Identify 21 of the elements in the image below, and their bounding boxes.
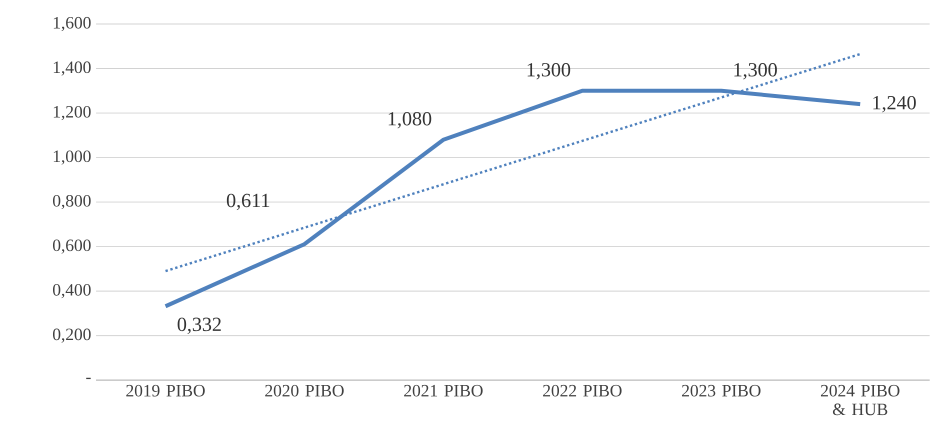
data-label: 1,080 bbox=[388, 112, 432, 128]
x-tick-label: 2023 PIBO bbox=[682, 384, 761, 396]
y-tick-label: 1,600 bbox=[54, 16, 91, 31]
y-tick-label: 0,400 bbox=[52, 284, 91, 298]
data-label: 1,300 bbox=[528, 62, 570, 80]
y-tick-label: 0,800 bbox=[52, 194, 91, 209]
data-label: 1,300 bbox=[734, 62, 777, 80]
y-tick-label: 1,200 bbox=[54, 106, 91, 120]
data-label: 0,611 bbox=[226, 193, 270, 210]
y-tick-label: - bbox=[86, 378, 91, 379]
y-tick-label: 0,600 bbox=[52, 239, 91, 254]
data-label: 1,240 bbox=[873, 96, 916, 112]
data-label: 0,332 bbox=[178, 317, 221, 334]
y-tick-label: 1,000 bbox=[54, 150, 91, 164]
x-tick-label: 2021 PIBO bbox=[404, 384, 483, 396]
x-tick-label: 2024 PIBO & HUB bbox=[820, 384, 900, 415]
x-tick-label: 2022 PIBO bbox=[543, 384, 622, 396]
y-tick-label: 1,400 bbox=[54, 61, 91, 76]
x-tick-label: 2019 PIBO bbox=[126, 384, 205, 396]
x-tick-label: 2020 PIBO bbox=[265, 384, 344, 396]
y-tick-label: 0,200 bbox=[52, 328, 91, 342]
